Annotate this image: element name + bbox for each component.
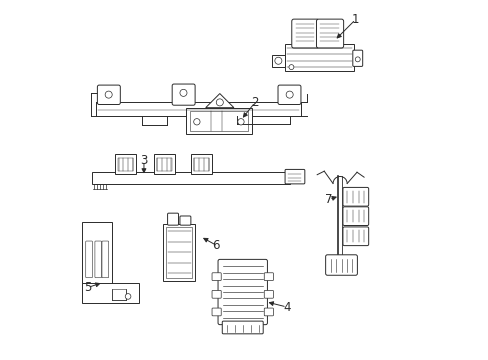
FancyBboxPatch shape — [325, 255, 357, 275]
FancyBboxPatch shape — [271, 55, 285, 67]
Text: 5: 5 — [83, 281, 91, 294]
FancyBboxPatch shape — [316, 19, 343, 48]
Text: 3: 3 — [140, 154, 147, 167]
FancyBboxPatch shape — [342, 227, 368, 246]
Text: 2: 2 — [251, 96, 258, 109]
FancyBboxPatch shape — [285, 170, 304, 184]
FancyBboxPatch shape — [163, 224, 195, 280]
Text: 1: 1 — [351, 13, 359, 26]
FancyBboxPatch shape — [180, 216, 190, 225]
FancyBboxPatch shape — [342, 188, 368, 206]
FancyBboxPatch shape — [92, 172, 289, 184]
FancyBboxPatch shape — [264, 273, 273, 280]
FancyBboxPatch shape — [167, 213, 178, 225]
FancyBboxPatch shape — [212, 273, 221, 280]
FancyBboxPatch shape — [189, 111, 247, 131]
FancyBboxPatch shape — [278, 85, 300, 104]
FancyBboxPatch shape — [82, 283, 139, 303]
FancyBboxPatch shape — [222, 321, 263, 334]
FancyBboxPatch shape — [186, 108, 251, 134]
FancyBboxPatch shape — [352, 50, 362, 66]
FancyBboxPatch shape — [82, 222, 112, 284]
Circle shape — [216, 99, 223, 106]
Text: 4: 4 — [283, 301, 290, 314]
Circle shape — [355, 57, 360, 62]
FancyBboxPatch shape — [212, 308, 221, 316]
Circle shape — [237, 118, 244, 125]
Circle shape — [105, 91, 112, 98]
FancyBboxPatch shape — [218, 259, 267, 325]
FancyBboxPatch shape — [264, 308, 273, 316]
Text: 6: 6 — [212, 239, 220, 252]
FancyBboxPatch shape — [166, 227, 192, 278]
Polygon shape — [205, 94, 233, 108]
Circle shape — [288, 65, 293, 69]
Circle shape — [274, 57, 281, 64]
FancyBboxPatch shape — [172, 84, 195, 105]
Circle shape — [125, 294, 131, 299]
FancyBboxPatch shape — [154, 154, 175, 174]
FancyBboxPatch shape — [264, 291, 273, 298]
FancyBboxPatch shape — [112, 289, 126, 300]
FancyBboxPatch shape — [97, 85, 120, 104]
FancyBboxPatch shape — [190, 154, 212, 174]
FancyBboxPatch shape — [115, 154, 136, 174]
FancyBboxPatch shape — [291, 19, 318, 48]
FancyBboxPatch shape — [96, 102, 300, 117]
FancyBboxPatch shape — [285, 44, 353, 71]
Circle shape — [285, 91, 293, 98]
FancyBboxPatch shape — [342, 207, 368, 225]
Circle shape — [193, 118, 200, 125]
Text: 7: 7 — [325, 193, 332, 206]
FancyBboxPatch shape — [212, 291, 221, 298]
Circle shape — [180, 89, 186, 96]
